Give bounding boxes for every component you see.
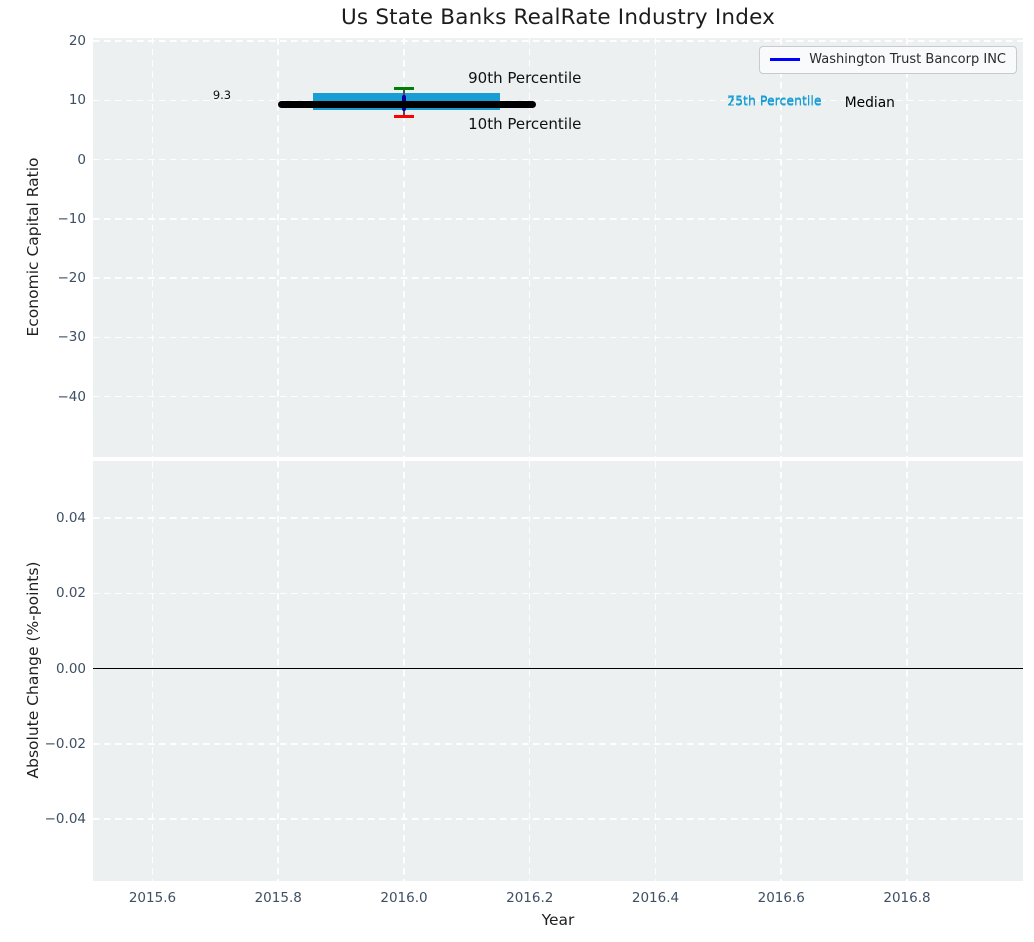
x-tick-label: 2016.8 — [883, 890, 931, 906]
x-tick-label: 2016.2 — [506, 890, 554, 906]
gridline-vertical — [528, 38, 531, 457]
gridline-horizontal — [93, 277, 1023, 279]
gridline-horizontal — [93, 818, 1023, 820]
gridline-horizontal — [93, 40, 1023, 42]
10th-percentile-line — [393, 114, 415, 118]
y-axis-label-top: Economic Capital Ratio — [24, 157, 42, 337]
y-tick-label: −0.04 — [44, 810, 86, 827]
y-tick-label: 0.02 — [55, 585, 86, 602]
gridline-horizontal — [93, 395, 1023, 398]
top-plot-area: Washington Trust Bancorp INC 90th Percen… — [93, 38, 1023, 457]
y-tick-label: −20 — [57, 270, 87, 286]
gridline-vertical — [906, 461, 908, 881]
annotation-median: Median — [844, 94, 895, 111]
gridline-horizontal — [93, 517, 1023, 519]
chart-title: Us State Banks RealRate Industry Index — [340, 5, 776, 30]
annotation-10th-percentile: 10th Percentile — [468, 115, 582, 134]
gridline-horizontal — [93, 743, 1023, 745]
x-tick-label: 2015.6 — [128, 890, 177, 906]
x-axis-label: Year — [541, 911, 575, 929]
annotation-75th-percentile: 75th Percentile — [727, 92, 822, 108]
x-tick-label: 2016.0 — [380, 890, 428, 906]
gridline-vertical — [277, 38, 279, 457]
gridline-horizontal — [93, 99, 1023, 102]
y-tick-label: 0 — [77, 151, 86, 168]
zero-line-line — [93, 667, 1023, 670]
gridline-vertical — [151, 38, 154, 457]
y-tick-label: 10 — [68, 92, 86, 109]
gridline-horizontal — [93, 158, 1023, 161]
legend-label: Washington Trust Bancorp INC — [809, 52, 1006, 67]
legend-line-swatch — [770, 58, 801, 61]
y-tick-label: −10 — [57, 210, 87, 227]
gridline-vertical — [780, 38, 782, 457]
y-tick-label: −0.02 — [44, 735, 86, 752]
y-tick-label: 20 — [68, 33, 86, 50]
gridline-vertical — [403, 38, 405, 457]
x-tick-label: 2016.6 — [757, 890, 805, 906]
y-tick-label: −40 — [57, 388, 87, 405]
x-tick-label: 2016.4 — [631, 890, 680, 906]
gridline-horizontal — [93, 336, 1023, 338]
gridline-horizontal — [93, 218, 1023, 220]
legend: Washington Trust Bancorp INC — [759, 46, 1017, 74]
90th-percentile-line — [393, 86, 415, 90]
y-tick-label: 0.04 — [55, 510, 86, 527]
gridline-vertical — [780, 461, 782, 881]
gridline-vertical — [528, 461, 531, 881]
gridline-vertical — [654, 38, 657, 457]
bottom-plot-area — [93, 461, 1023, 881]
x-tick-label: 2015.8 — [254, 890, 302, 906]
annotation-9-3: 9.3 — [212, 87, 232, 102]
gridline-vertical — [151, 461, 154, 881]
y-tick-label: −30 — [57, 329, 87, 346]
gridline-horizontal — [93, 592, 1023, 595]
y-tick-label: 0.00 — [55, 660, 86, 677]
median-line — [278, 100, 536, 108]
gridline-vertical — [403, 461, 405, 881]
annotation-90th-percentile: 90th Percentile — [468, 69, 582, 88]
gridline-vertical — [277, 461, 279, 881]
annotation-25th-percentile: 25th Percentile — [727, 93, 822, 109]
gridline-vertical — [654, 461, 657, 881]
gridline-vertical — [906, 38, 908, 457]
